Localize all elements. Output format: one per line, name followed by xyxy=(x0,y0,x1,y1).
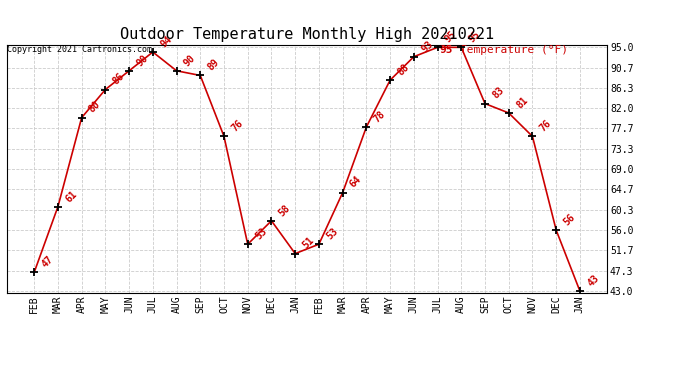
Text: 88: 88 xyxy=(395,62,411,77)
Text: 76: 76 xyxy=(538,118,553,134)
Text: 61: 61 xyxy=(63,189,79,204)
Text: 90: 90 xyxy=(182,53,197,68)
Text: Temperature (°F): Temperature (°F) xyxy=(460,45,568,55)
Text: 53: 53 xyxy=(324,226,340,242)
Text: 64: 64 xyxy=(348,174,364,190)
Text: 47: 47 xyxy=(40,254,55,270)
Text: 58: 58 xyxy=(277,202,293,218)
Text: 93: 93 xyxy=(420,39,435,54)
Text: 83: 83 xyxy=(491,86,506,101)
Text: 81: 81 xyxy=(514,95,530,110)
Text: 95: 95 xyxy=(439,45,453,55)
Text: 89: 89 xyxy=(206,57,221,73)
Text: 95: 95 xyxy=(443,29,458,45)
Text: Copyright 2021 Cartronics.com: Copyright 2021 Cartronics.com xyxy=(7,45,152,54)
Text: 53: 53 xyxy=(253,226,268,242)
Text: 78: 78 xyxy=(372,109,387,124)
Text: 43: 43 xyxy=(586,273,601,288)
Text: 94: 94 xyxy=(159,34,174,49)
Text: 95: 95 xyxy=(467,29,482,45)
Text: 90: 90 xyxy=(135,53,150,68)
Text: 86: 86 xyxy=(111,71,126,87)
Text: 56: 56 xyxy=(562,212,577,227)
Text: 76: 76 xyxy=(230,118,245,134)
Title: Outdoor Temperature Monthly High 20210221: Outdoor Temperature Monthly High 2021022… xyxy=(120,27,494,42)
Text: 80: 80 xyxy=(87,99,103,115)
Text: 51: 51 xyxy=(301,236,316,251)
